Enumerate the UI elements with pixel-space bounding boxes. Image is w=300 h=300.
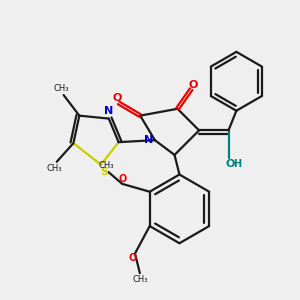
Text: CH₃: CH₃ <box>98 161 114 170</box>
Text: O: O <box>128 253 137 263</box>
Text: H: H <box>233 159 242 169</box>
Text: CH₃: CH₃ <box>53 84 69 93</box>
Text: O: O <box>225 159 235 169</box>
Text: O: O <box>188 80 197 90</box>
Text: CH₃: CH₃ <box>132 275 148 284</box>
Text: O: O <box>118 174 126 184</box>
Text: N: N <box>144 135 153 145</box>
Text: CH₃: CH₃ <box>46 164 62 173</box>
Text: O: O <box>112 94 122 103</box>
Text: N: N <box>104 106 113 116</box>
Text: S: S <box>100 167 108 177</box>
